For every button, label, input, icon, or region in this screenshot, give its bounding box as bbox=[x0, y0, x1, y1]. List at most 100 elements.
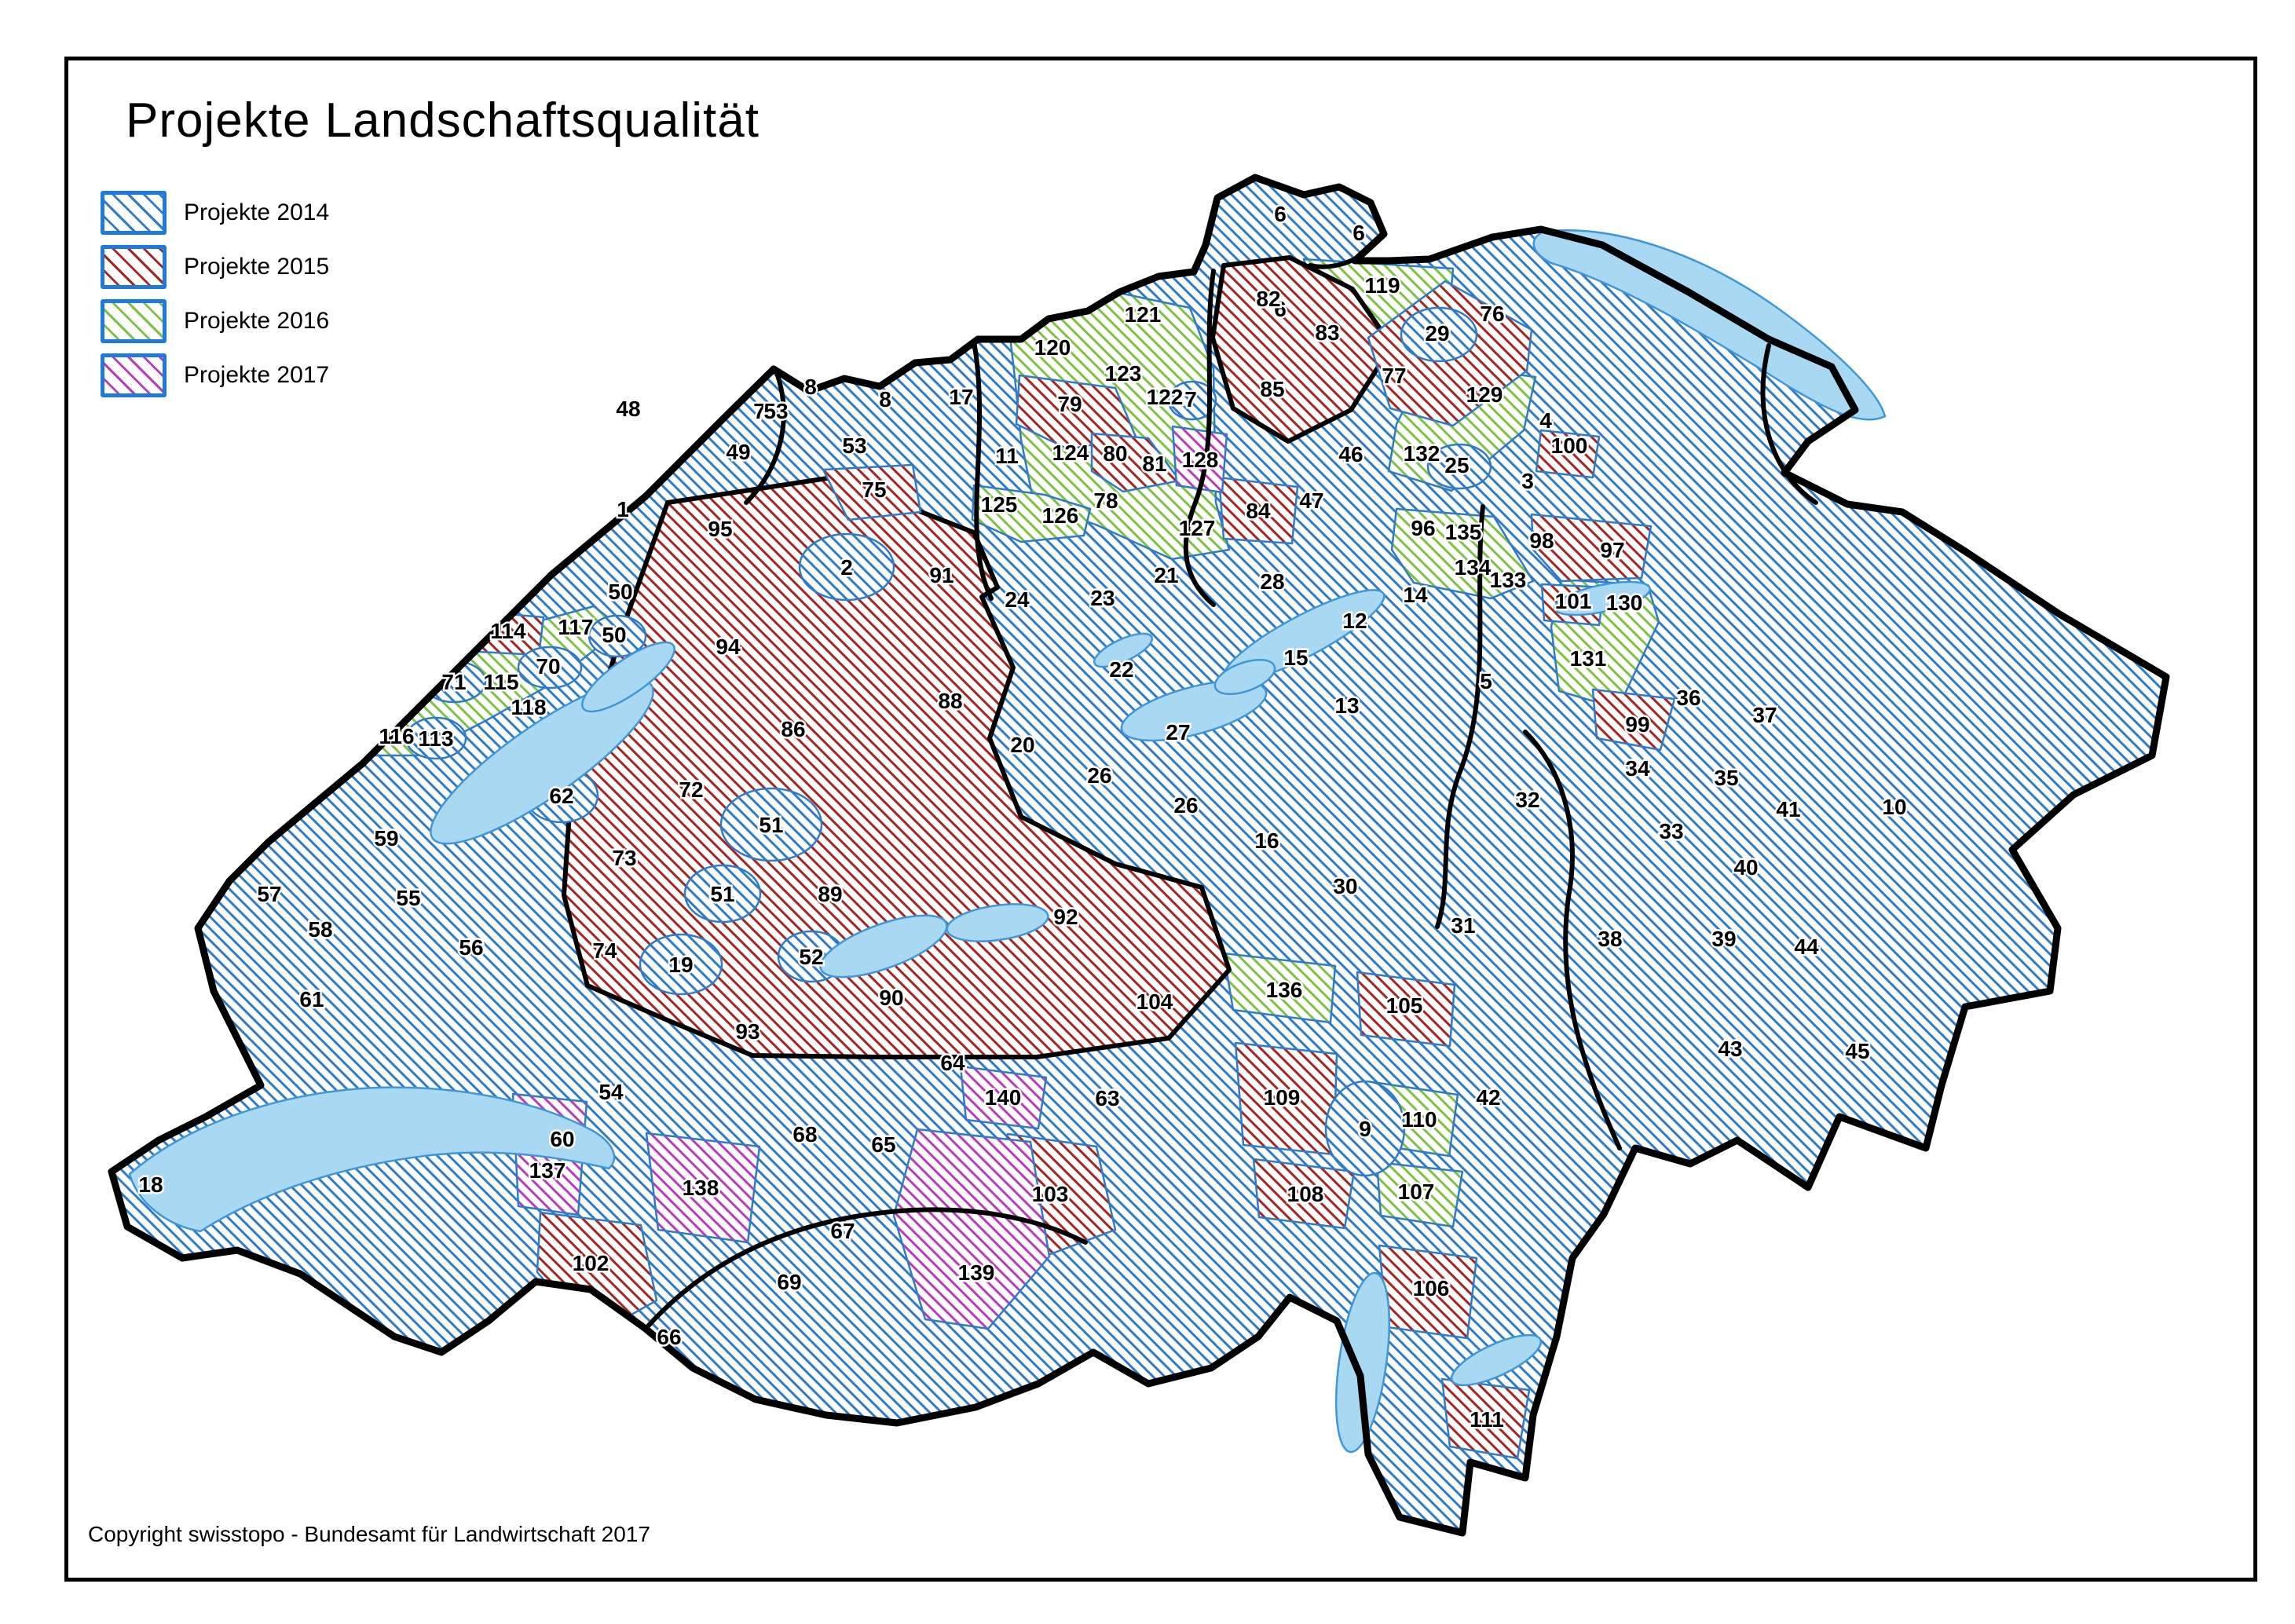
region-label-38: 38 bbox=[1598, 927, 1622, 951]
region-label-46: 46 bbox=[1338, 442, 1363, 466]
region-label-57: 57 bbox=[257, 882, 281, 906]
lake bbox=[1335, 1271, 1390, 1454]
region-label-4: 4 bbox=[1539, 408, 1552, 433]
region-label-19: 19 bbox=[668, 953, 693, 977]
legend-swatch-2017-icon bbox=[101, 353, 167, 397]
zone-2014-enclave bbox=[683, 864, 762, 924]
region-label-119: 119 bbox=[1364, 273, 1400, 298]
region-label-62: 62 bbox=[549, 784, 573, 808]
legend-item-2015: Projekte 2015 bbox=[101, 245, 330, 289]
canton-border bbox=[1760, 343, 1818, 505]
lake bbox=[819, 914, 948, 978]
zone-2016 bbox=[1375, 1161, 1464, 1228]
region-label-111: 111 bbox=[1470, 1407, 1504, 1432]
region-label-61: 61 bbox=[299, 987, 324, 1011]
region-label-21: 21 bbox=[1154, 563, 1178, 587]
region-label-78: 78 bbox=[1093, 488, 1118, 513]
region-label-129: 129 bbox=[1466, 382, 1503, 407]
region-label-98: 98 bbox=[1529, 529, 1554, 553]
region-label-6: 6 bbox=[1274, 297, 1287, 321]
region-label-134: 134 bbox=[1455, 555, 1492, 580]
region-label-42: 42 bbox=[1476, 1085, 1500, 1110]
region-label-80: 80 bbox=[1103, 441, 1127, 466]
region-label-8: 8 bbox=[804, 375, 817, 399]
region-label-103: 103 bbox=[1032, 1182, 1069, 1206]
lake bbox=[1554, 580, 1651, 616]
region-label-133: 133 bbox=[1490, 568, 1527, 592]
region-label-123: 123 bbox=[1105, 361, 1142, 386]
region-label-83: 83 bbox=[1315, 320, 1339, 345]
region-label-104: 104 bbox=[1137, 989, 1173, 1014]
region-label-59: 59 bbox=[374, 826, 398, 850]
region-label-69: 69 bbox=[777, 1270, 801, 1294]
zone-2016 bbox=[1390, 507, 1535, 600]
region-label-5: 5 bbox=[1480, 669, 1492, 693]
region-label-3: 3 bbox=[1521, 469, 1534, 493]
legend-label-2017: Projekte 2017 bbox=[184, 362, 330, 388]
region-label-94: 94 bbox=[716, 635, 741, 659]
region-label-53: 53 bbox=[763, 399, 788, 423]
zone-2016 bbox=[1222, 952, 1337, 1024]
region-label-47: 47 bbox=[1299, 488, 1323, 513]
lake bbox=[946, 903, 1049, 942]
zone-2014-enclave bbox=[798, 532, 895, 602]
region-label-60: 60 bbox=[550, 1127, 574, 1151]
region-label-99: 99 bbox=[1625, 712, 1649, 737]
region-label-1: 1 bbox=[617, 497, 629, 521]
region-label-95: 95 bbox=[708, 517, 732, 541]
region-label-51: 51 bbox=[759, 813, 783, 837]
region-label-63: 63 bbox=[1095, 1086, 1119, 1110]
region-label-109: 109 bbox=[1264, 1085, 1301, 1110]
lake bbox=[1120, 679, 1268, 742]
region-label-52: 52 bbox=[799, 945, 823, 969]
region-label-65: 65 bbox=[871, 1132, 895, 1157]
region-label-126: 126 bbox=[1042, 503, 1079, 528]
region-label-91: 91 bbox=[929, 563, 954, 587]
country-outline bbox=[108, 174, 2170, 1537]
region-label-15: 15 bbox=[1283, 646, 1308, 670]
region-label-31: 31 bbox=[1451, 913, 1475, 938]
region-label-136: 136 bbox=[1266, 978, 1303, 1002]
lake bbox=[128, 1086, 616, 1233]
zone-2015 bbox=[1210, 255, 1394, 444]
region-label-67: 67 bbox=[830, 1219, 855, 1243]
region-label-14: 14 bbox=[1403, 583, 1428, 607]
zone-2015 bbox=[1090, 432, 1181, 493]
zone-2015 bbox=[1217, 476, 1299, 545]
region-label-11: 11 bbox=[995, 444, 1019, 468]
region-label-124: 124 bbox=[1052, 441, 1089, 465]
region-label-55: 55 bbox=[396, 886, 420, 910]
zone-2017 bbox=[645, 1132, 761, 1244]
canton-border bbox=[972, 339, 994, 601]
legend-label-2015: Projekte 2015 bbox=[184, 254, 330, 280]
region-label-53: 53 bbox=[842, 433, 866, 458]
region-label-20: 20 bbox=[1010, 733, 1034, 757]
region-label-125: 125 bbox=[981, 492, 1018, 517]
region-label-48: 48 bbox=[616, 397, 640, 421]
region-label-137: 137 bbox=[529, 1158, 566, 1183]
region-label-12: 12 bbox=[1342, 609, 1367, 633]
lake bbox=[1093, 632, 1153, 668]
region-label-76: 76 bbox=[1480, 302, 1504, 326]
region-label-117: 117 bbox=[558, 615, 593, 639]
zone-2014-enclave bbox=[639, 933, 723, 996]
region-label-110: 110 bbox=[1401, 1107, 1437, 1132]
zone-2014-enclave bbox=[1426, 443, 1492, 490]
zone-2016 bbox=[971, 484, 1092, 543]
region-label-41: 41 bbox=[1776, 797, 1800, 821]
zone-2017 bbox=[892, 1128, 1051, 1330]
region-label-6: 6 bbox=[1352, 221, 1365, 245]
region-label-140: 140 bbox=[985, 1085, 1022, 1110]
region-label-18: 18 bbox=[138, 1172, 163, 1197]
lake bbox=[1532, 229, 1887, 421]
region-label-102: 102 bbox=[573, 1251, 609, 1275]
region-label-54: 54 bbox=[598, 1080, 624, 1104]
region-label-120: 120 bbox=[1034, 335, 1071, 360]
lakes bbox=[128, 229, 1887, 1454]
page-title: Projekte Landschaftsqualität bbox=[126, 93, 760, 148]
region-label-37: 37 bbox=[1752, 703, 1777, 727]
region-label-34: 34 bbox=[1625, 756, 1650, 781]
canton-border bbox=[1435, 504, 1485, 929]
